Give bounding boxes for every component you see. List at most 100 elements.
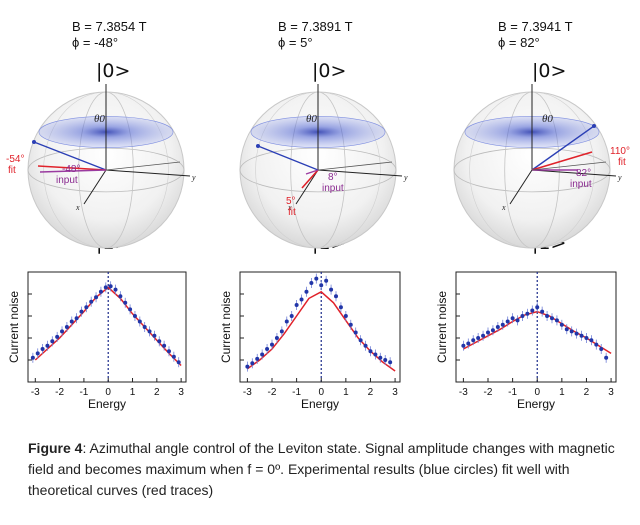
x-tick-label: 2 [584, 387, 590, 398]
x-tick-label: 2 [368, 387, 374, 398]
theta-label: θ0 [94, 113, 105, 125]
data-point [284, 319, 289, 324]
vector-tip [256, 144, 260, 148]
x-axis-title: Energy [517, 397, 555, 411]
data-point [118, 294, 123, 299]
plot-frame [239, 271, 401, 383]
data-point [486, 330, 490, 335]
data-point [334, 294, 338, 299]
data-point [314, 276, 319, 281]
x-axis [295, 169, 319, 205]
x-tick-label: -3 [31, 387, 40, 398]
field-label: B = 7.3891 T [278, 19, 353, 34]
data-point [40, 347, 45, 351]
data-point [540, 309, 545, 314]
x-tick-label: 0 [105, 387, 111, 398]
data-point [564, 327, 569, 332]
data-point [471, 338, 476, 343]
x-tick-label: -1 [508, 387, 517, 398]
x-tick-label: 3 [392, 387, 398, 398]
data-point [554, 318, 559, 323]
data-point [368, 349, 373, 354]
data-point [294, 303, 299, 307]
panel-3: B = 7.3941 T ϕ = 82° |0> |1> [428, 0, 628, 420]
input-vector [305, 169, 319, 175]
data-point [30, 355, 35, 360]
y-axis-title: Current noise [7, 291, 21, 363]
fit-word-label: fit [618, 157, 626, 168]
figure-label: Figure 4 [28, 440, 83, 456]
data-point [250, 361, 255, 366]
data-point [324, 278, 329, 283]
data-point [35, 351, 40, 356]
x-tick-label: -1 [79, 387, 88, 398]
data-point [584, 336, 589, 340]
data-point [535, 305, 540, 310]
data-point [378, 355, 383, 360]
data-point [176, 360, 181, 365]
data-point [79, 309, 84, 314]
data-point [132, 314, 137, 318]
data-point [599, 347, 604, 351]
noise-plot: -3 -2 -1 0 1 2 3 Energy Current noise [7, 271, 187, 411]
data-point [319, 283, 324, 288]
fit-vector [531, 151, 593, 171]
y-axis-title: Current noise [219, 291, 233, 363]
data-point [98, 289, 103, 294]
ket-zero-label: |0> [312, 60, 347, 82]
data-point [490, 328, 495, 333]
data-point [123, 300, 128, 305]
data-point [265, 347, 270, 351]
x-tick-label: 1 [559, 387, 565, 398]
input-vector [39, 169, 107, 173]
fit-angle-label: 110° [610, 146, 630, 157]
data-point [343, 314, 348, 318]
data-point [353, 330, 358, 335]
data-point [466, 341, 471, 346]
data-point [383, 358, 388, 362]
x-tick-label: 3 [178, 387, 184, 398]
input-angle-label: 82° [576, 168, 591, 179]
data-point [299, 297, 304, 302]
y-axis [317, 169, 403, 177]
data-point [94, 295, 99, 300]
input-angle-label: -48° [62, 164, 80, 175]
data-point [329, 287, 334, 292]
data-point [60, 329, 65, 334]
field-label: B = 7.3941 T [498, 19, 573, 34]
data-point [579, 333, 584, 338]
data-point [515, 318, 520, 323]
data-point [304, 289, 309, 294]
fit-curve [34, 286, 182, 367]
equator-ref-line [105, 161, 181, 171]
y-axis [531, 169, 617, 177]
x-tick-label: 2 [154, 387, 160, 398]
theta-label: θ0 [306, 113, 317, 125]
vector-tip [32, 140, 36, 144]
data-point [569, 329, 574, 334]
x-axis-label: x [287, 203, 292, 212]
data-point [373, 352, 378, 357]
data-point [279, 329, 284, 334]
equator-ref-line [531, 161, 607, 171]
bloch-vector-blue [257, 145, 319, 171]
data-point [545, 314, 550, 318]
data-point [245, 364, 250, 369]
data-point [69, 319, 74, 324]
input-angle-label: 8° [328, 172, 338, 183]
bloch-vector-blue [531, 125, 595, 171]
x-axis [83, 169, 107, 205]
data-point [108, 284, 113, 289]
fit-word-label: fit [288, 207, 296, 218]
ket-zero-label: |0> [532, 60, 567, 82]
data-point [84, 305, 89, 310]
ket-zero-label: |0> [96, 60, 131, 82]
data-point [358, 338, 363, 343]
data-point [289, 314, 294, 318]
input-word-label: input [570, 179, 592, 190]
data-point [594, 342, 599, 347]
x-axis-title: Energy [301, 397, 339, 411]
x-tick-label: -2 [55, 387, 64, 398]
fit-vector [301, 169, 319, 189]
data-point [137, 319, 142, 324]
